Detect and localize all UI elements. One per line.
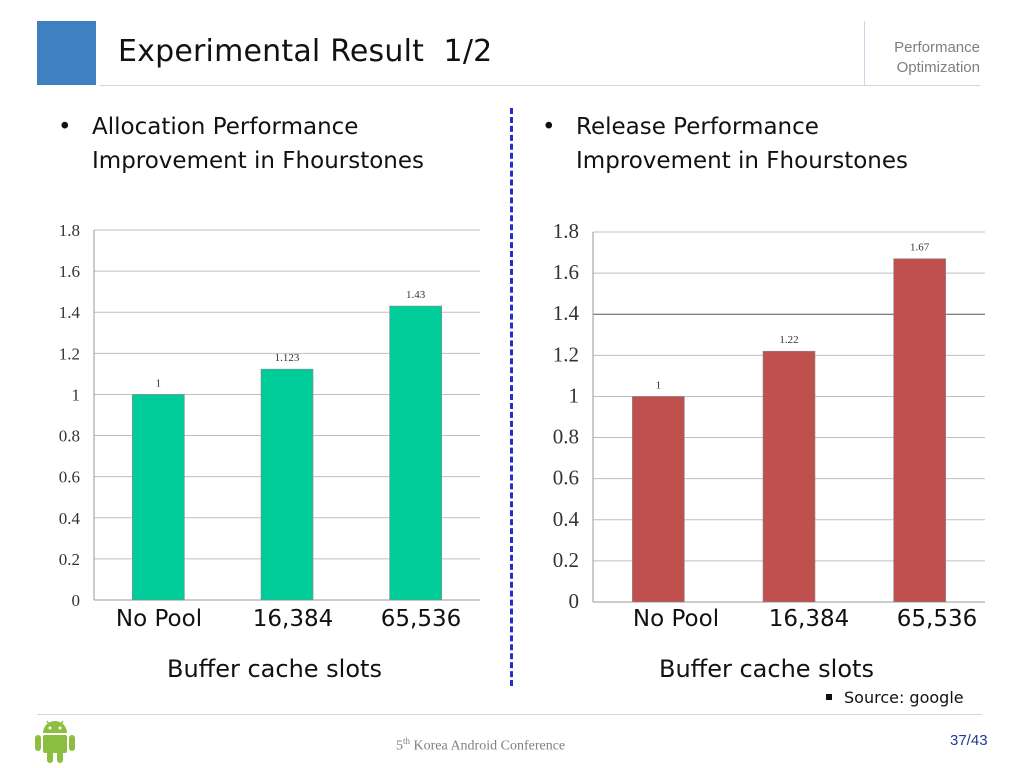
y-tick-label: 0 (569, 589, 580, 613)
bar (260, 368, 314, 601)
allocation-chart: 0 0.2 0.4 0.6 0.8 1 1.2 1.4 1.6 1.8 1 1.123 1.43 (59, 221, 480, 610)
column-divider (510, 108, 513, 686)
bar (132, 394, 185, 601)
data-label: 1 (656, 379, 662, 391)
y-tick-label: 1.2 (59, 344, 80, 363)
left-axis-title: Buffer cache slots (167, 655, 382, 683)
y-tick-label: 0.8 (553, 425, 579, 449)
section-label: Performance Optimization (870, 38, 980, 78)
x-category-label: 65,536 (380, 606, 462, 632)
bullet-dot: • (58, 114, 72, 140)
conference-ordinal: 5 (396, 738, 403, 754)
conference-ordinal-suffix: th (403, 736, 411, 746)
y-tick-label: 0 (72, 591, 81, 610)
data-label: 1.43 (406, 289, 426, 301)
right-bullet-line1: Release Performance (576, 114, 819, 140)
data-label: 1.123 (275, 352, 300, 364)
square-bullet-icon (826, 693, 832, 700)
left-bullet-line2: Improvement in Fhourstones (92, 148, 425, 174)
x-category-label: 65,536 (896, 606, 978, 632)
x-category-label: 16,384 (252, 606, 334, 632)
y-tick-label: 1 (72, 385, 81, 404)
android-logo-icon (35, 720, 75, 763)
source-note: Source: google (826, 688, 964, 707)
left-bullet-line1: Allocation Performance (92, 114, 359, 140)
y-tick-label: 0.6 (59, 468, 80, 487)
y-tick-label: 1.8 (553, 219, 579, 243)
y-tick-label: 1.4 (553, 301, 580, 325)
y-tick-label: 1.2 (553, 342, 579, 366)
y-tick-label: 1.4 (59, 303, 81, 322)
bar (762, 350, 816, 603)
y-tick-label: 0.6 (553, 466, 579, 490)
title-accent-square (37, 21, 96, 85)
section-label-line1: Performance (894, 39, 980, 56)
y-tick-label: 0.2 (59, 550, 80, 569)
y-tick-label: 0.2 (553, 548, 579, 572)
x-category-label: 16,384 (768, 606, 850, 632)
slide-title: Experimental Result 1/2 (118, 34, 493, 69)
footer-rule (37, 714, 982, 715)
data-label: 1.22 (779, 334, 798, 346)
release-chart: 0 0.2 0.4 0.6 0.8 1 1.2 1.4 1.6 1.8 1 1.22 1.67 (553, 219, 985, 613)
left-bullet: • Allocation Performance Improvement in … (58, 110, 498, 180)
bar (893, 258, 946, 603)
data-label: 1.67 (910, 242, 930, 254)
conference-name: Korea Android Conference (410, 738, 566, 754)
section-label-line2: Optimization (896, 59, 980, 76)
y-tick-label: 1 (569, 383, 580, 407)
y-tick-label: 1.8 (59, 221, 80, 240)
page-number: 37/43 (950, 732, 988, 749)
bar (389, 305, 442, 601)
right-bullet: • Release Performance Improvement in Fho… (542, 110, 982, 180)
x-category-label: No Pool (632, 606, 720, 632)
bullet-dot: • (542, 114, 556, 140)
bar (632, 396, 685, 603)
right-axis-title: Buffer cache slots (659, 655, 874, 683)
conference-footer: 5th Korea Android Conference (396, 736, 565, 755)
title-underline (100, 85, 980, 86)
right-bullet-line2: Improvement in Fhourstones (576, 148, 909, 174)
data-label: 1 (156, 377, 162, 389)
y-tick-label: 1.6 (59, 262, 80, 281)
y-tick-label: 0.8 (59, 427, 80, 446)
y-tick-label: 0.4 (59, 509, 81, 528)
header-separator (864, 21, 865, 85)
y-tick-label: 1.6 (553, 260, 579, 284)
source-text: Source: google (844, 688, 964, 707)
y-tick-label: 0.4 (553, 507, 580, 531)
x-category-label: No Pool (115, 606, 203, 632)
